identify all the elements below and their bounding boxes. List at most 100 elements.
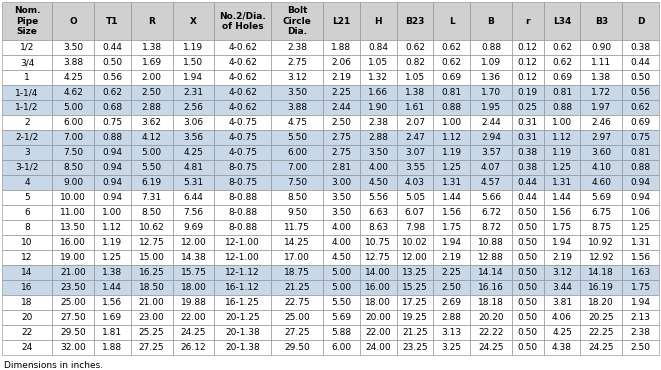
Text: 18.20: 18.20 bbox=[588, 298, 614, 307]
Bar bbox=[580, 100, 622, 115]
Text: 8-0.75: 8-0.75 bbox=[228, 163, 257, 172]
Text: 4.10: 4.10 bbox=[592, 163, 611, 172]
Bar bbox=[397, 55, 434, 70]
Text: 0.44: 0.44 bbox=[102, 43, 122, 52]
Text: 4.81: 4.81 bbox=[183, 163, 204, 172]
Bar bbox=[543, 145, 580, 160]
Bar bbox=[2, 250, 52, 265]
Text: 2.06: 2.06 bbox=[331, 58, 352, 67]
Text: 22.25: 22.25 bbox=[588, 328, 614, 337]
Text: 1/2: 1/2 bbox=[20, 43, 34, 52]
Bar bbox=[512, 115, 543, 130]
Text: 8.75: 8.75 bbox=[591, 223, 611, 232]
Text: 0.25: 0.25 bbox=[518, 103, 538, 112]
Bar bbox=[323, 145, 360, 160]
Bar bbox=[2, 235, 52, 250]
Text: B23: B23 bbox=[405, 17, 424, 26]
Text: 1.00: 1.00 bbox=[552, 118, 572, 127]
Bar bbox=[214, 160, 271, 175]
Text: 2.07: 2.07 bbox=[405, 118, 425, 127]
Text: 18.00: 18.00 bbox=[366, 298, 391, 307]
Text: 1.38: 1.38 bbox=[102, 268, 122, 277]
Text: 5.00: 5.00 bbox=[331, 283, 352, 292]
Text: H: H bbox=[374, 17, 382, 26]
Text: 8: 8 bbox=[24, 223, 30, 232]
Text: 2.19: 2.19 bbox=[442, 253, 461, 262]
Bar bbox=[434, 280, 470, 295]
Bar bbox=[271, 205, 323, 220]
Text: 0.50: 0.50 bbox=[518, 313, 538, 322]
Bar bbox=[580, 235, 622, 250]
Text: 7.50: 7.50 bbox=[287, 178, 307, 187]
Bar bbox=[512, 160, 543, 175]
Text: 0.38: 0.38 bbox=[518, 163, 538, 172]
Text: 14.14: 14.14 bbox=[478, 268, 504, 277]
Bar bbox=[470, 265, 512, 280]
Text: 2.97: 2.97 bbox=[592, 133, 611, 142]
Bar bbox=[543, 100, 580, 115]
Text: 1.56: 1.56 bbox=[442, 208, 462, 217]
Text: 2.94: 2.94 bbox=[481, 133, 501, 142]
Text: 0.19: 0.19 bbox=[518, 88, 538, 97]
Text: 0.68: 0.68 bbox=[102, 103, 122, 112]
Text: 2.88: 2.88 bbox=[141, 103, 162, 112]
Text: 32.00: 32.00 bbox=[60, 343, 86, 352]
Bar bbox=[360, 235, 397, 250]
Text: 3/4: 3/4 bbox=[20, 58, 34, 67]
Bar bbox=[360, 280, 397, 295]
Bar bbox=[2, 70, 52, 85]
Bar bbox=[131, 265, 173, 280]
Bar bbox=[52, 100, 94, 115]
Text: 3: 3 bbox=[24, 148, 30, 157]
Bar bbox=[214, 235, 271, 250]
Text: 1.19: 1.19 bbox=[183, 43, 204, 52]
Bar bbox=[360, 55, 397, 70]
Text: 22.22: 22.22 bbox=[479, 328, 504, 337]
Bar bbox=[512, 280, 543, 295]
Text: 5: 5 bbox=[24, 193, 30, 202]
Text: 1.50: 1.50 bbox=[183, 58, 204, 67]
Bar bbox=[397, 235, 434, 250]
Text: 12-1.00: 12-1.00 bbox=[225, 253, 260, 262]
Bar bbox=[271, 115, 323, 130]
Bar bbox=[434, 2, 470, 40]
Bar bbox=[214, 340, 271, 355]
Bar bbox=[94, 325, 131, 340]
Bar bbox=[470, 340, 512, 355]
Text: 24: 24 bbox=[21, 343, 32, 352]
Text: 10.00: 10.00 bbox=[60, 193, 86, 202]
Text: 9.69: 9.69 bbox=[183, 223, 204, 232]
Text: 4-0.62: 4-0.62 bbox=[228, 88, 257, 97]
Text: 3.13: 3.13 bbox=[442, 328, 462, 337]
Bar bbox=[470, 2, 512, 40]
Bar bbox=[271, 55, 323, 70]
Bar bbox=[173, 160, 214, 175]
Text: 10.62: 10.62 bbox=[139, 223, 165, 232]
Text: 1.25: 1.25 bbox=[552, 163, 572, 172]
Text: 10: 10 bbox=[21, 238, 33, 247]
Bar bbox=[397, 325, 434, 340]
Bar bbox=[271, 280, 323, 295]
Bar bbox=[397, 100, 434, 115]
Bar bbox=[543, 115, 580, 130]
Bar bbox=[131, 115, 173, 130]
Text: 0.94: 0.94 bbox=[102, 193, 122, 202]
Text: 16.00: 16.00 bbox=[366, 283, 391, 292]
Bar bbox=[173, 145, 214, 160]
Bar bbox=[470, 190, 512, 205]
Text: 1: 1 bbox=[24, 73, 30, 82]
Bar bbox=[2, 295, 52, 310]
Bar bbox=[543, 40, 580, 55]
Text: 0.44: 0.44 bbox=[518, 193, 537, 202]
Text: 0.50: 0.50 bbox=[518, 298, 538, 307]
Text: 5.00: 5.00 bbox=[331, 268, 352, 277]
Text: 5.88: 5.88 bbox=[331, 328, 352, 337]
Bar bbox=[470, 70, 512, 85]
Text: 0.81: 0.81 bbox=[442, 88, 462, 97]
Text: 1.69: 1.69 bbox=[102, 313, 122, 322]
Bar bbox=[2, 220, 52, 235]
Bar bbox=[543, 310, 580, 325]
Bar bbox=[323, 2, 360, 40]
Bar bbox=[52, 130, 94, 145]
Bar bbox=[2, 190, 52, 205]
